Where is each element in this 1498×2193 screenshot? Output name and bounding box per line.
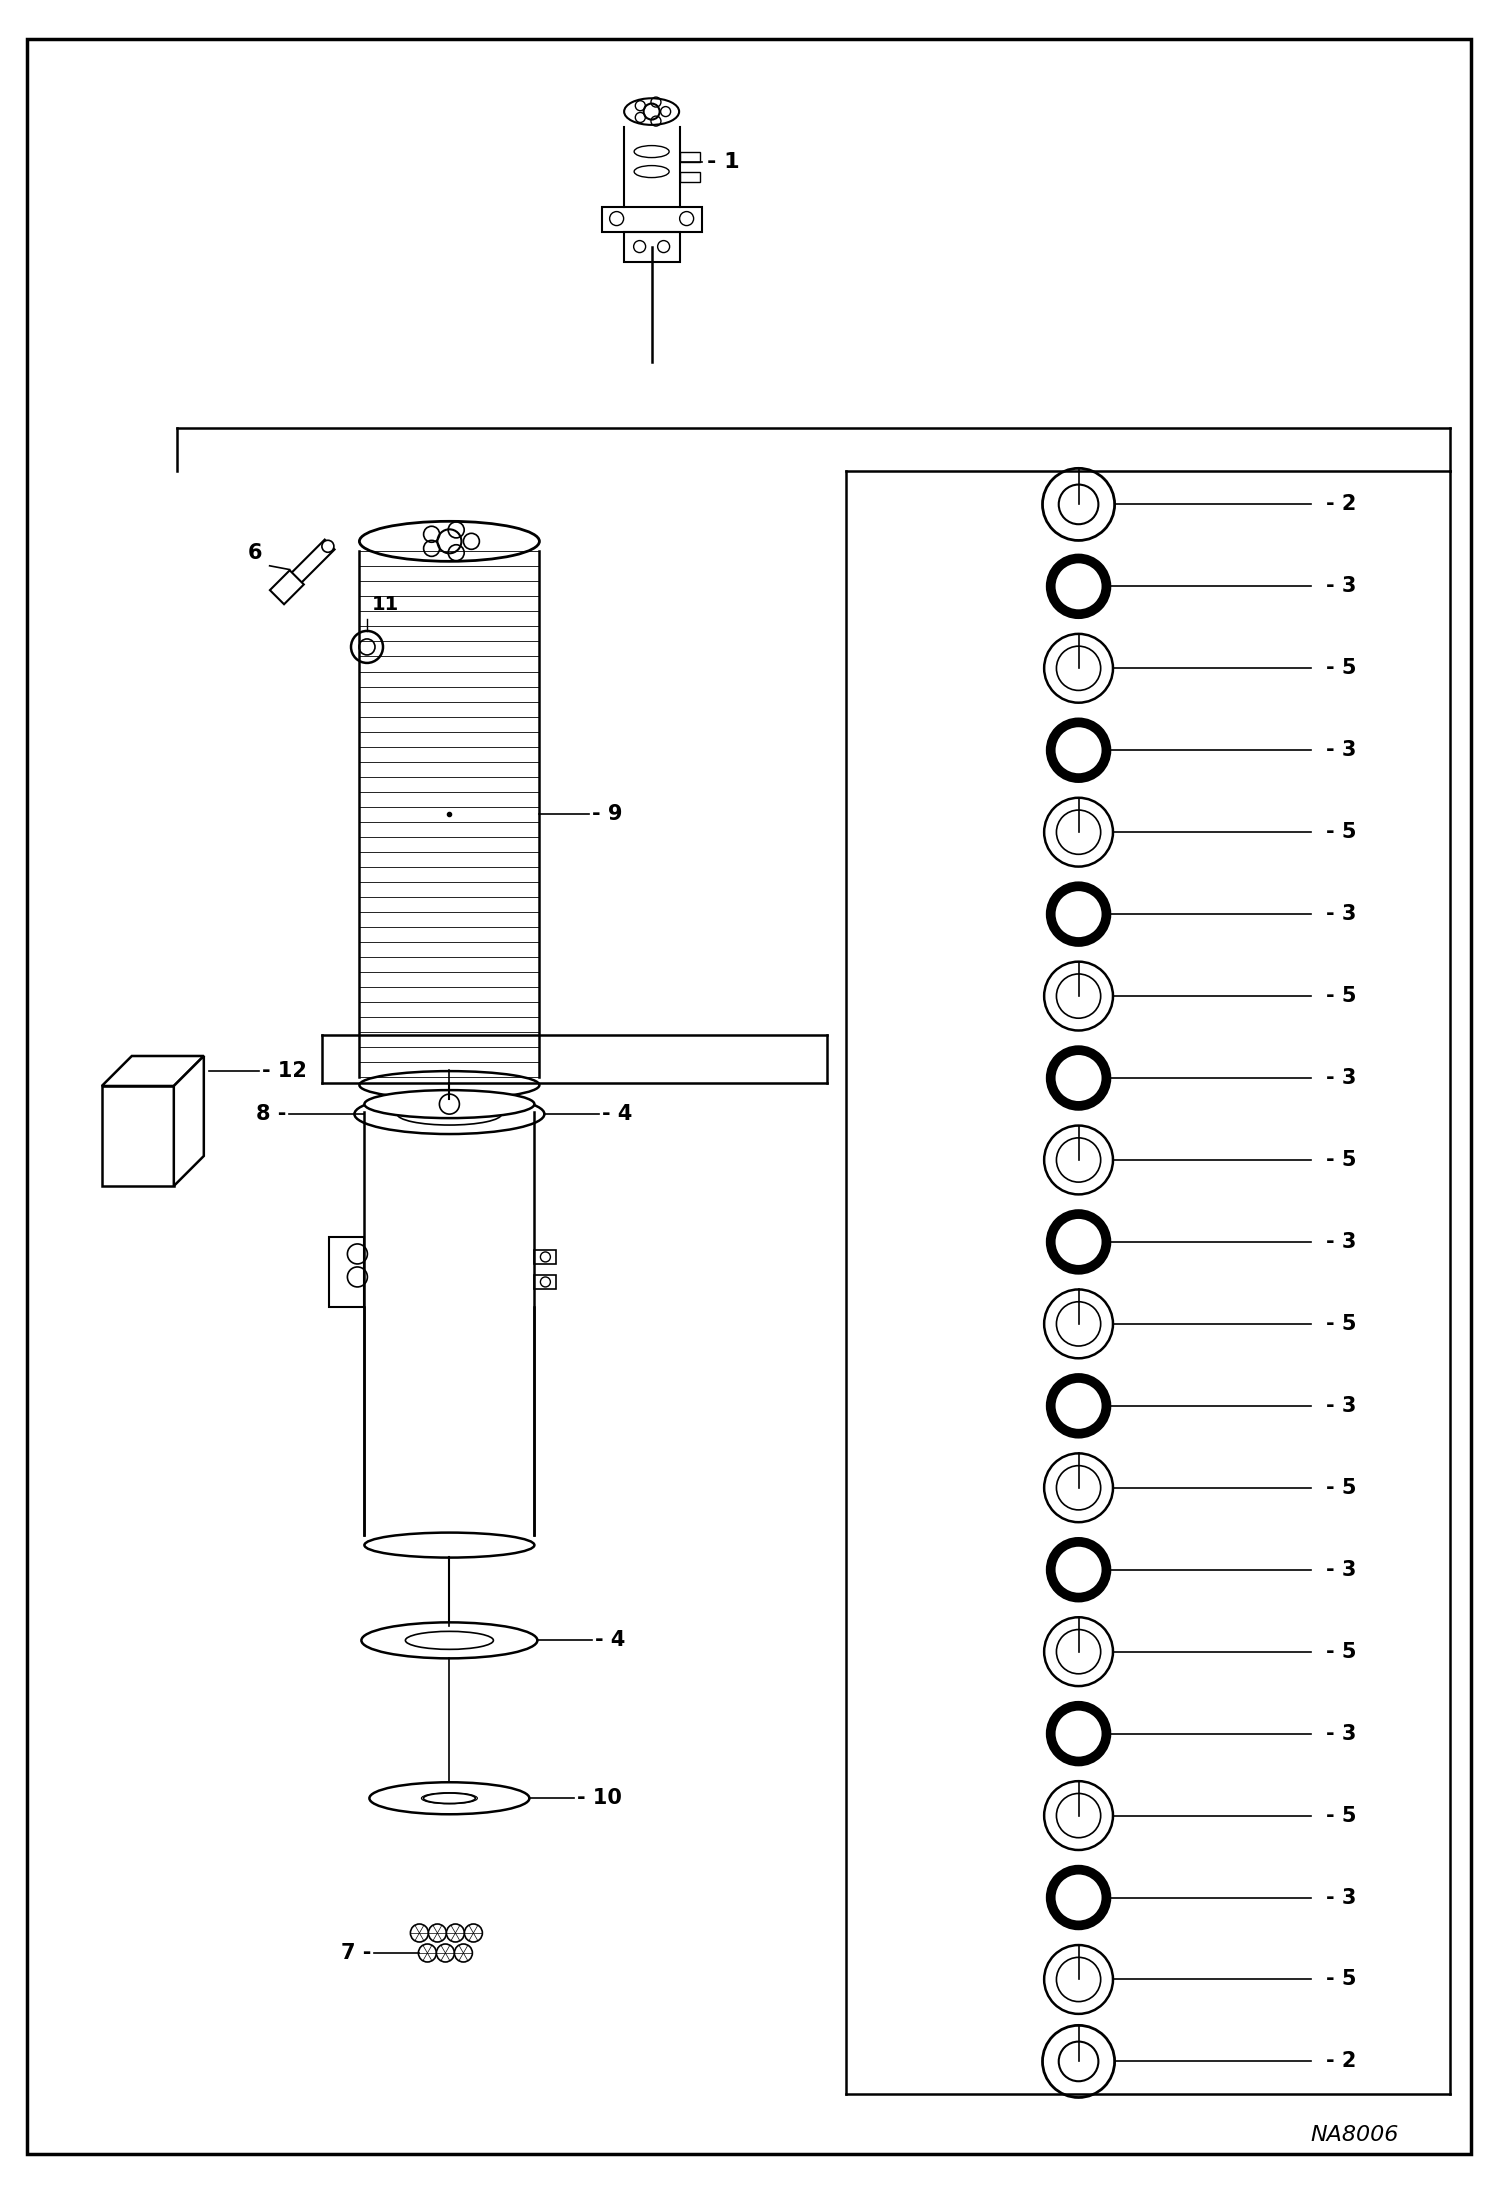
- Circle shape: [454, 1943, 472, 1963]
- Circle shape: [1044, 798, 1113, 866]
- Circle shape: [1044, 1125, 1113, 1195]
- Ellipse shape: [364, 1090, 535, 1118]
- Circle shape: [410, 1923, 428, 1943]
- Text: - 3: - 3: [1326, 1068, 1356, 1088]
- Ellipse shape: [625, 99, 679, 125]
- Circle shape: [1044, 963, 1113, 1031]
- Bar: [680, 151, 700, 162]
- Text: 7 -: 7 -: [342, 1943, 372, 1963]
- Circle shape: [1043, 469, 1115, 539]
- Ellipse shape: [370, 1783, 529, 1814]
- Circle shape: [464, 1923, 482, 1943]
- Bar: [623, 232, 680, 261]
- Text: - 5: - 5: [1326, 1149, 1356, 1171]
- Text: - 3: - 3: [1326, 577, 1356, 596]
- Circle shape: [1043, 2026, 1115, 2097]
- Ellipse shape: [361, 1623, 538, 1658]
- Ellipse shape: [360, 1070, 539, 1099]
- Ellipse shape: [364, 1533, 535, 1557]
- Polygon shape: [102, 1057, 204, 1086]
- Circle shape: [1044, 1616, 1113, 1686]
- Bar: [535, 1274, 556, 1289]
- Circle shape: [1044, 1945, 1113, 2013]
- Text: - 4: - 4: [602, 1103, 632, 1125]
- Circle shape: [418, 1943, 436, 1963]
- Bar: [680, 171, 700, 182]
- Text: - 4: - 4: [595, 1629, 626, 1651]
- Text: 11: 11: [372, 594, 398, 614]
- Text: - 10: - 10: [577, 1787, 622, 1809]
- Polygon shape: [286, 539, 334, 588]
- Circle shape: [436, 1943, 454, 1963]
- Text: - 3: - 3: [1326, 1559, 1356, 1579]
- Text: - 1: - 1: [707, 151, 739, 171]
- Text: - 3: - 3: [1326, 1232, 1356, 1252]
- Text: 6: 6: [247, 542, 262, 564]
- Ellipse shape: [355, 1094, 544, 1134]
- Text: - 2: - 2: [1326, 2050, 1356, 2072]
- Polygon shape: [270, 570, 304, 605]
- Text: - 5: - 5: [1326, 658, 1356, 678]
- Text: - 2: - 2: [1326, 493, 1356, 515]
- Text: - 5: - 5: [1326, 987, 1356, 1007]
- Text: - 5: - 5: [1326, 1643, 1356, 1662]
- Circle shape: [446, 1923, 464, 1943]
- Text: - 3: - 3: [1326, 1395, 1356, 1417]
- Bar: [102, 1086, 174, 1186]
- Text: - 3: - 3: [1326, 1724, 1356, 1743]
- Bar: [535, 1250, 556, 1263]
- Text: - 5: - 5: [1326, 1969, 1356, 1989]
- Circle shape: [428, 1923, 446, 1943]
- Text: - 5: - 5: [1326, 1478, 1356, 1498]
- Circle shape: [1044, 1781, 1113, 1851]
- Text: - 5: - 5: [1326, 1314, 1356, 1333]
- Text: - 3: - 3: [1326, 741, 1356, 761]
- Circle shape: [351, 632, 383, 662]
- Text: - 3: - 3: [1326, 904, 1356, 923]
- Text: - 9: - 9: [592, 805, 623, 825]
- Text: NA8006: NA8006: [1311, 2125, 1399, 2145]
- Ellipse shape: [322, 539, 334, 553]
- Text: 8 -: 8 -: [256, 1103, 286, 1125]
- Text: - 5: - 5: [1326, 822, 1356, 842]
- Polygon shape: [174, 1057, 204, 1186]
- Text: - 5: - 5: [1326, 1805, 1356, 1825]
- Circle shape: [1044, 634, 1113, 702]
- Text: - 12: - 12: [262, 1061, 307, 1081]
- Bar: [330, 1237, 364, 1307]
- Circle shape: [1044, 1289, 1113, 1357]
- Circle shape: [1044, 1454, 1113, 1522]
- Text: - 3: - 3: [1326, 1888, 1356, 1908]
- Ellipse shape: [360, 522, 539, 561]
- Bar: [602, 206, 701, 232]
